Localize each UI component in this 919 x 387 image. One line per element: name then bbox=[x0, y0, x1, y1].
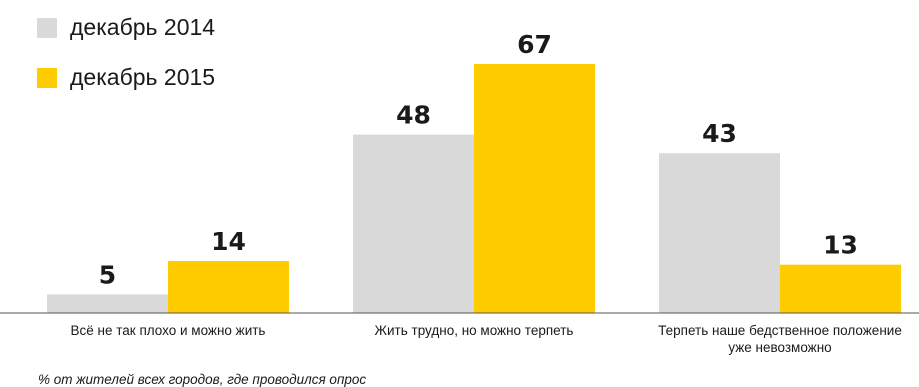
legend-label-2: декабрь 2015 bbox=[70, 64, 215, 90]
value-label-1-1: 5 bbox=[99, 260, 116, 289]
category-labels: Всё не так плохо и можно жить Жить трудно… bbox=[71, 323, 902, 355]
bars bbox=[47, 64, 901, 313]
value-label-2-2: 67 bbox=[517, 30, 552, 59]
legend-swatch-1 bbox=[37, 18, 57, 38]
legend-swatch-2 bbox=[37, 68, 57, 88]
category-label-1: Всё не так плохо и можно жить bbox=[71, 323, 266, 338]
bar-3-2 bbox=[780, 264, 901, 313]
bar-2-2 bbox=[474, 64, 595, 313]
bar-2-1 bbox=[353, 134, 474, 313]
value-label-1-2: 14 bbox=[211, 227, 246, 256]
value-label-3-2: 13 bbox=[823, 231, 858, 260]
category-label-3-line-1: Терпеть наше бедственное положение bbox=[658, 323, 902, 338]
bar-3-1 bbox=[659, 153, 780, 313]
value-label-3-1: 43 bbox=[702, 119, 737, 148]
legend: декабрь 2014 декабрь 2015 bbox=[37, 14, 215, 90]
value-label-2-1: 48 bbox=[396, 101, 431, 130]
bar-1-1 bbox=[47, 294, 168, 313]
category-label-2: Жить трудно, но можно терпеть bbox=[375, 323, 574, 338]
chart-note: % от жителей всех городов, где проводилс… bbox=[38, 372, 366, 387]
value-labels: 5 14 48 67 43 13 bbox=[99, 30, 858, 289]
legend-label-1: декабрь 2014 bbox=[70, 14, 215, 40]
bar-1-2 bbox=[168, 260, 289, 313]
category-label-3-line-2: уже невозможно bbox=[728, 340, 831, 355]
